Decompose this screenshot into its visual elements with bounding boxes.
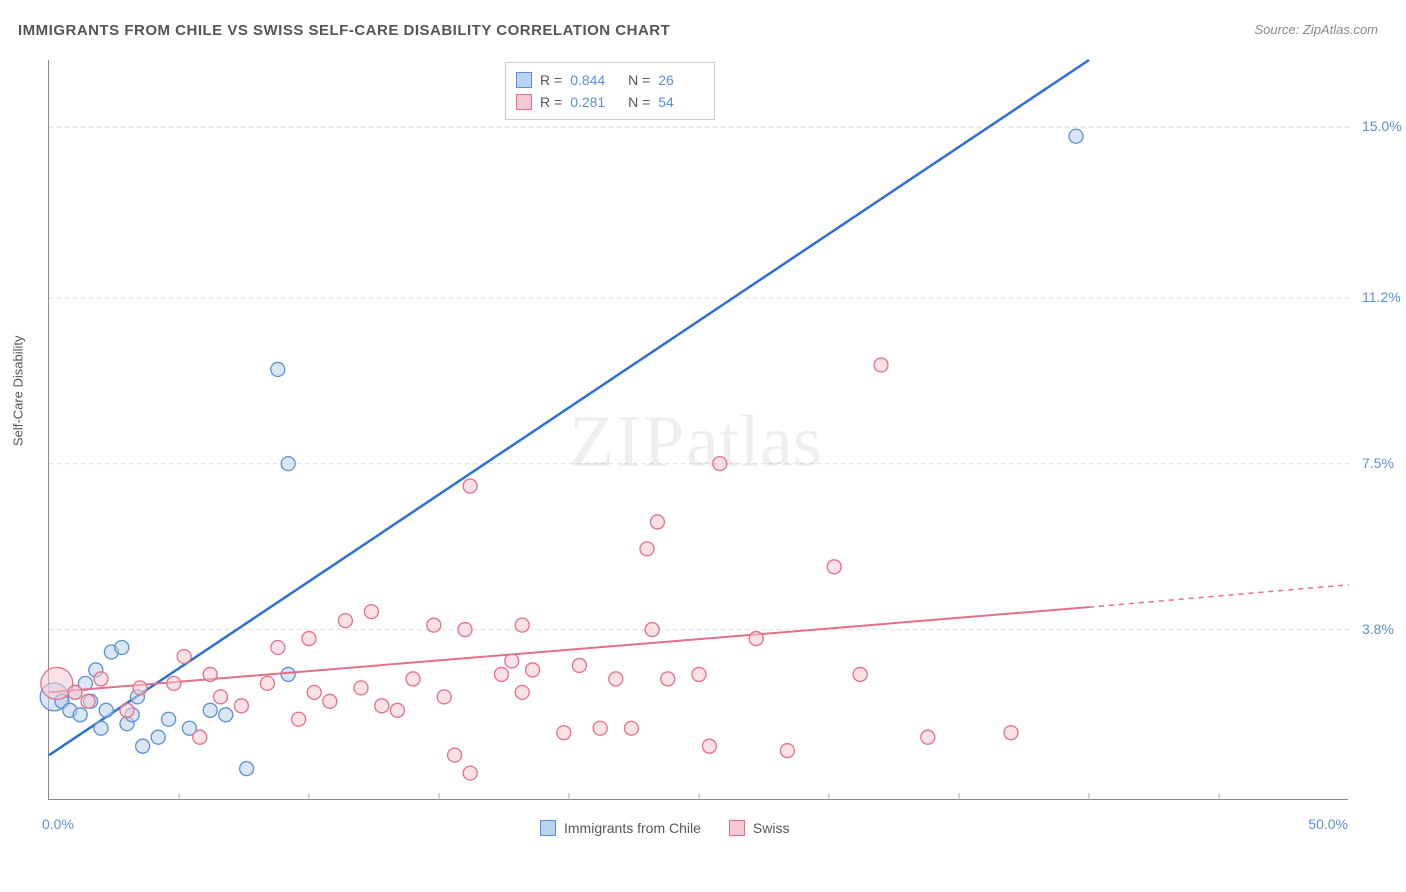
r-value: 0.281 — [570, 91, 616, 113]
correlation-row: R = 0.844 N = 26 — [516, 69, 704, 91]
scatter-chart — [49, 60, 1349, 800]
chart-title: IMMIGRANTS FROM CHILE VS SWISS SELF-CARE… — [18, 22, 670, 39]
r-value: 0.844 — [570, 69, 616, 91]
y-tick-label: 7.5% — [1362, 455, 1394, 471]
n-value: 26 — [658, 69, 704, 91]
series-swatch — [516, 94, 532, 110]
correlation-legend-box: R = 0.844 N = 26 R = 0.281 N = 54 — [505, 62, 715, 120]
legend-item: Swiss — [729, 820, 790, 836]
plot-area: ZIPatlas — [48, 60, 1348, 800]
n-value: 54 — [658, 91, 704, 113]
series-legend: Immigrants from Chile Swiss — [540, 820, 789, 836]
y-tick-label: 11.2% — [1362, 289, 1401, 305]
y-axis-label: Self-Care Disability — [11, 335, 26, 446]
y-tick-label: 15.0% — [1362, 118, 1402, 134]
legend-label: Immigrants from Chile — [564, 820, 701, 836]
x-tick-label: 0.0% — [42, 816, 74, 832]
series-swatch — [729, 820, 745, 836]
series-swatch — [540, 820, 556, 836]
n-label: N = — [624, 91, 650, 113]
series-swatch — [516, 72, 532, 88]
legend-item: Immigrants from Chile — [540, 820, 701, 836]
correlation-row: R = 0.281 N = 54 — [516, 91, 704, 113]
legend-label: Swiss — [753, 820, 790, 836]
r-label: R = — [540, 91, 562, 113]
n-label: N = — [624, 69, 650, 91]
source-attribution: Source: ZipAtlas.com — [1254, 22, 1378, 37]
r-label: R = — [540, 69, 562, 91]
y-tick-label: 3.8% — [1362, 621, 1394, 637]
x-tick-label: 50.0% — [1308, 816, 1348, 832]
